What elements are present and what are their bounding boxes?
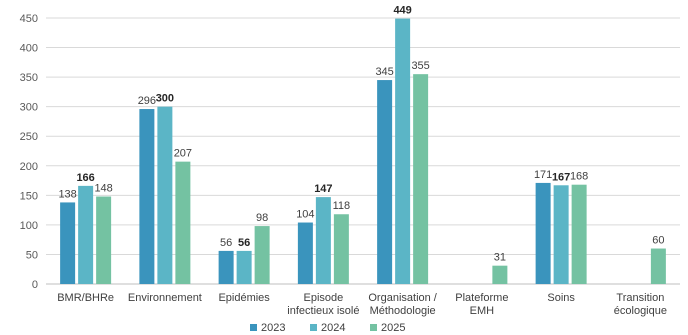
- bar-2025: [333, 214, 349, 284]
- bar-2024: [78, 185, 94, 284]
- data-label: 104: [296, 209, 314, 221]
- category-label: BMR/BHRe: [57, 292, 114, 304]
- data-label: 300: [156, 93, 174, 105]
- data-label: 168: [570, 171, 588, 183]
- data-label: 118: [333, 200, 351, 212]
- bar-2025: [571, 184, 587, 284]
- bar-2023: [139, 109, 155, 284]
- x-axis-categories: BMR/BHRe Environnement Epidémies Episodeinf…: [57, 292, 667, 317]
- category-label: Epidémies: [218, 292, 270, 304]
- data-label: 166: [76, 172, 94, 184]
- data-label: 207: [174, 148, 192, 160]
- category-label: Environnement: [128, 292, 202, 304]
- data-label: 147: [314, 183, 332, 195]
- y-axis-ticks: 0 50 100 150 200 250 300 350 400 450: [20, 13, 38, 291]
- bar-2024: [157, 106, 173, 285]
- bars: [60, 18, 666, 285]
- category-label: Organisation /: [368, 292, 437, 304]
- bar-2023: [218, 250, 234, 284]
- bar-2024: [553, 185, 569, 284]
- data-label: 171: [534, 169, 552, 181]
- y-tick-label: 300: [20, 102, 38, 114]
- y-tick-label: 350: [20, 72, 38, 84]
- y-tick-label: 0: [32, 279, 38, 291]
- y-tick-label: 150: [20, 190, 38, 202]
- data-label: 355: [411, 60, 429, 72]
- bar-2025: [413, 74, 429, 285]
- legend-swatch: [310, 324, 317, 331]
- bar-2023: [60, 202, 76, 284]
- legend-swatch: [370, 324, 377, 331]
- data-label: 138: [58, 188, 76, 200]
- bar-2024: [236, 250, 252, 284]
- category-label: Transition: [616, 292, 664, 304]
- bar-2023: [535, 182, 551, 284]
- category-label: Méthodologie: [370, 305, 436, 317]
- data-label: 167: [552, 171, 570, 183]
- legend-label: 2025: [381, 322, 405, 334]
- category-label: Episode: [303, 292, 343, 304]
- data-label: 148: [94, 183, 112, 195]
- legend-label: 2023: [261, 322, 285, 334]
- bar-2025: [492, 265, 508, 284]
- category-label: infectieux isolé: [287, 305, 359, 317]
- y-tick-label: 200: [20, 161, 38, 173]
- data-label: 31: [494, 252, 506, 264]
- legend: 2023 2024 2025: [250, 322, 405, 334]
- bar-2023: [377, 80, 393, 284]
- y-tick-label: 450: [20, 13, 38, 25]
- data-label: 56: [220, 237, 232, 249]
- bar-2024: [395, 18, 411, 284]
- bar-2025: [254, 226, 270, 284]
- legend-label: 2024: [321, 322, 345, 334]
- data-label: 296: [138, 95, 156, 107]
- data-label: 56: [238, 237, 250, 249]
- data-label: 60: [652, 235, 664, 247]
- category-label: EMH: [470, 305, 495, 317]
- bar-2025: [650, 248, 666, 284]
- category-label: Plateforme: [455, 292, 508, 304]
- bar-2025: [175, 161, 191, 284]
- bar-2023: [297, 222, 313, 284]
- legend-swatch: [250, 324, 257, 331]
- bar-2025: [96, 196, 112, 284]
- data-label: 98: [256, 212, 268, 224]
- category-label: écologique: [614, 305, 667, 317]
- bar-2024: [315, 197, 331, 284]
- data-label: 449: [393, 5, 411, 17]
- y-tick-label: 50: [26, 249, 38, 261]
- category-label: Soins: [547, 292, 575, 304]
- y-tick-label: 250: [20, 131, 38, 143]
- y-tick-label: 400: [20, 43, 38, 55]
- data-label: 345: [375, 66, 393, 78]
- y-tick-label: 100: [20, 220, 38, 232]
